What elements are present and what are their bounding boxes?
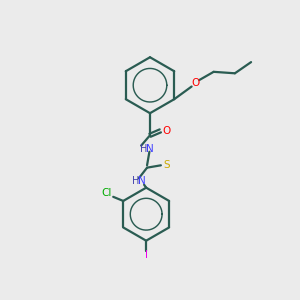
Text: N: N (146, 144, 154, 154)
Text: I: I (145, 250, 148, 260)
Text: H: H (132, 176, 139, 186)
Text: Cl: Cl (101, 188, 112, 198)
Text: N: N (139, 176, 146, 186)
Text: S: S (164, 160, 170, 170)
Text: O: O (191, 78, 200, 88)
Text: H: H (140, 144, 147, 154)
Text: O: O (162, 126, 170, 136)
